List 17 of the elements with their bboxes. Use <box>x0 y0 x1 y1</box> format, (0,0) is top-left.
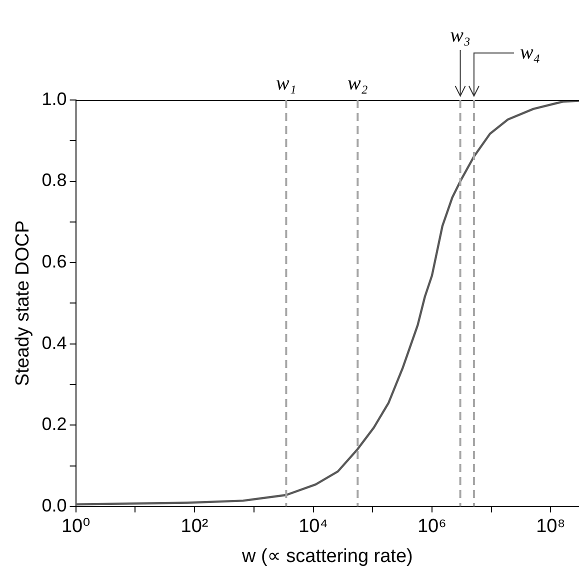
y-tick-label: 0.2 <box>42 414 67 434</box>
y-tick-label: 0.4 <box>42 332 67 353</box>
ref-line-label: w₄ <box>520 41 540 64</box>
x-tick-label: 10² <box>180 516 208 538</box>
y-tick-label: 1.0 <box>42 88 67 109</box>
y-tick-label: 0.8 <box>42 170 67 190</box>
x-tick-label: 10⁶ <box>417 516 446 538</box>
y-tick-label: 0.6 <box>42 252 67 272</box>
x-tick-label: 10⁸ <box>536 516 566 538</box>
y-tick-label: 0.0 <box>42 495 67 516</box>
y-axis-title: Steady state DOCP <box>12 220 34 386</box>
x-tick-label: 10⁰ <box>61 516 90 538</box>
ref-line-label: w₂ <box>348 72 368 94</box>
x-tick-label: 10⁴ <box>298 516 328 538</box>
ref-line-label: w₁ <box>276 72 296 94</box>
x-axis-title: w (∝ scattering rate) <box>240 546 413 567</box>
ref-line-label: w₃ <box>450 24 470 46</box>
